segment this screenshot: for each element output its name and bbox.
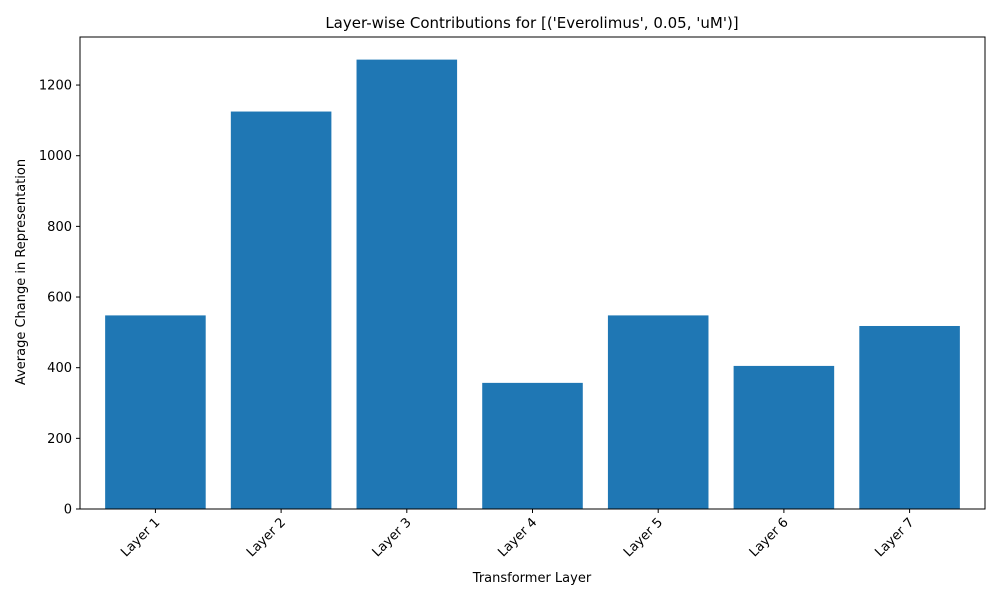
chart-title: Layer-wise Contributions for [('Everolim… [325,14,738,32]
plot-frame [79,36,986,510]
y-axis-ticks: 0 200 400 600 800 1000 1200 [39,79,80,518]
bar-layer-1 [105,315,206,509]
bar-layer-7 [859,325,960,509]
x-tick-label: Layer 7 [872,515,917,560]
y-tick-label: 600 [47,291,72,306]
x-tick-label: Layer 3 [370,515,415,560]
x-axis-label: Transformer Layer [472,571,592,586]
y-tick-label: 800 [47,220,72,235]
y-tick-label: 1000 [39,149,72,164]
y-tick-label: 200 [47,432,72,447]
bar-layer-6 [733,365,835,509]
y-tick-label: 0 [64,503,72,518]
x-tick-label: Layer 2 [244,515,289,560]
bar-layer-2 [230,111,332,509]
y-tick-label: 1200 [39,79,72,94]
x-tick-label: Layer 1 [118,515,163,560]
y-axis-label: Average Change in Representation [14,159,29,385]
x-axis-ticks: Layer 1 Layer 2 Layer 3 Layer 4 Layer 5 Layer… [118,509,917,560]
x-tick-label: Layer 5 [621,515,666,560]
y-tick-label: 400 [47,361,72,376]
x-tick-label: Layer 6 [747,515,792,560]
bar-layer-4 [482,382,583,509]
x-tick-label: Layer 4 [495,515,540,560]
bars [105,59,960,510]
bar-layer-5 [607,315,709,509]
bar-layer-3 [356,59,458,510]
